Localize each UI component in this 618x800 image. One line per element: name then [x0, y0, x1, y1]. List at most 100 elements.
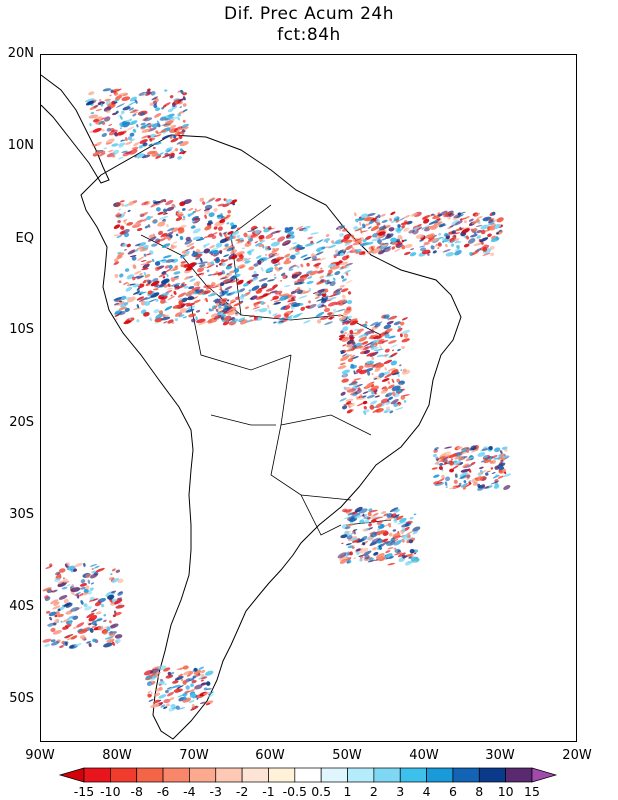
precip-speckle	[430, 237, 440, 243]
precip-speckle	[452, 465, 459, 470]
colorbar-cell	[347, 767, 375, 783]
precip-speckle	[87, 622, 90, 625]
precip-speckle	[325, 274, 334, 277]
precip-speckle	[230, 249, 237, 255]
colorbar-label: 15	[524, 784, 540, 799]
precip-speckle	[61, 604, 65, 607]
precip-speckle	[435, 243, 438, 246]
precip-speckle	[341, 353, 348, 357]
precip-speckle	[358, 554, 365, 557]
precip-speckle	[226, 247, 236, 252]
precip-speckle	[375, 339, 381, 343]
precip-speckle	[115, 604, 125, 609]
precip-speckle	[306, 262, 310, 267]
precip-speckle	[186, 242, 195, 248]
precip-speckle	[89, 596, 95, 601]
precip-speckle	[140, 122, 146, 126]
precip-speckle	[347, 559, 352, 564]
precip-speckle	[370, 400, 378, 405]
precip-speckle	[100, 625, 104, 628]
precip-speckle	[224, 243, 229, 247]
precip-speckle	[342, 326, 349, 332]
precip-speckle	[167, 295, 176, 301]
precip-speckle	[203, 248, 211, 254]
precip-speckle	[361, 341, 369, 345]
precip-speckle	[133, 307, 141, 311]
precip-speckle	[57, 581, 67, 588]
precip-speckle	[209, 245, 216, 249]
precip-speckle	[369, 557, 374, 561]
precip-speckle	[240, 293, 248, 297]
precip-speckle	[447, 213, 453, 216]
precip-speckle	[333, 308, 337, 313]
precip-speckle	[365, 321, 368, 324]
precip-speckle	[132, 283, 140, 288]
precip-speckle	[157, 211, 164, 215]
precip-speckle	[348, 318, 358, 323]
precip-speckle	[352, 331, 362, 335]
precip-speckle	[479, 466, 484, 470]
precip-speckle	[458, 240, 462, 244]
precip-speckle	[164, 683, 167, 686]
precip-speckle	[203, 290, 207, 294]
precip-speckle	[466, 474, 471, 479]
precip-speckle	[143, 279, 150, 283]
lon-label-70w: 70W	[179, 748, 209, 763]
precip-speckle	[86, 612, 95, 619]
precip-speckle	[140, 259, 147, 263]
precip-speckle	[352, 341, 356, 345]
precip-speckle	[185, 308, 195, 313]
precip-speckle	[111, 577, 120, 583]
precip-speckle	[206, 688, 212, 691]
precip-speckle	[403, 227, 410, 232]
precip-speckle	[343, 271, 349, 274]
precip-speckle	[279, 279, 283, 282]
precip-speckle	[248, 289, 252, 292]
precip-speckle	[165, 231, 174, 237]
precip-speckle	[182, 109, 188, 112]
precip-speckle	[106, 127, 112, 132]
precip-speckle	[204, 209, 210, 215]
precip-speckle	[298, 227, 307, 232]
precip-speckle	[123, 249, 127, 251]
precip-speckle	[380, 213, 386, 217]
precip-speckle	[167, 108, 174, 113]
precip-speckle	[158, 282, 167, 287]
precip-speckle	[438, 232, 442, 236]
precip-speckle	[375, 218, 380, 223]
precip-speckle	[185, 302, 195, 307]
precip-speckle	[149, 317, 153, 322]
precip-speckle	[383, 523, 392, 527]
precip-speckle	[492, 474, 500, 479]
precip-speckle	[147, 299, 157, 303]
precip-speckle	[363, 550, 372, 556]
precip-speckle	[354, 506, 363, 513]
precip-speckle	[64, 641, 68, 646]
precip-speckle	[171, 684, 181, 689]
colorbar-label: -6	[156, 784, 170, 799]
precip-speckle	[391, 372, 400, 376]
precip-speckle	[91, 144, 94, 146]
precip-speckle	[282, 274, 288, 280]
precip-speckle	[347, 299, 353, 305]
precip-speckle	[167, 236, 171, 241]
precip-speckle	[493, 484, 500, 489]
colorbar-cell	[241, 767, 269, 783]
precip-speckle	[373, 335, 383, 340]
precip-speckle	[394, 216, 398, 219]
precip-speckle	[265, 287, 276, 292]
precip-speckle	[173, 275, 180, 279]
precip-speckle	[243, 257, 248, 261]
precip-speckle	[436, 461, 440, 466]
precip-speckle	[169, 245, 177, 250]
precip-speckle	[143, 253, 147, 257]
precip-speckle	[210, 285, 219, 289]
precip-speckle	[113, 611, 122, 616]
precip-speckle	[272, 247, 276, 252]
precip-speckle	[331, 240, 335, 244]
precip-speckle	[152, 146, 156, 150]
precip-speckle	[153, 288, 159, 291]
precip-speckle	[165, 200, 174, 206]
precip-speckle	[227, 310, 237, 316]
precip-speckle	[470, 461, 476, 466]
